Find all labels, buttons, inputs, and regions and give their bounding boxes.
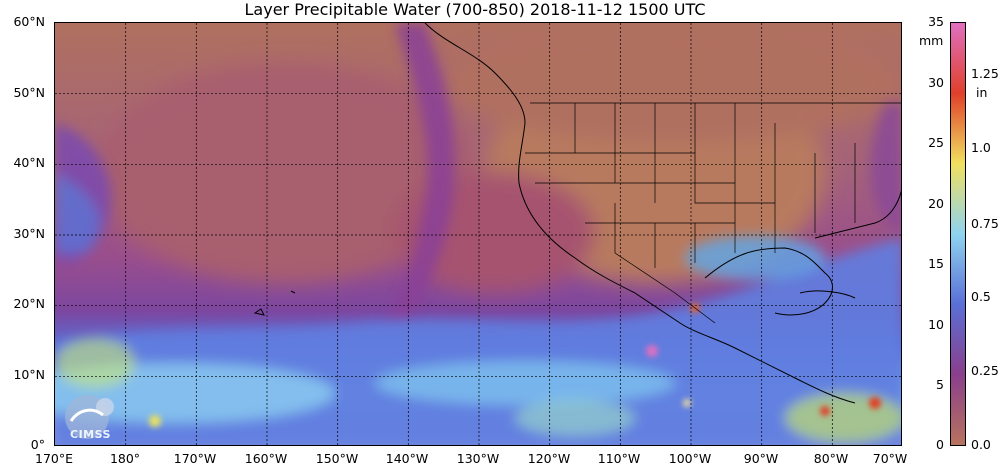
lon-label-160w: 160°W	[244, 451, 288, 466]
mm-tick-25: 25	[928, 135, 944, 150]
mm-tick-15: 15	[928, 256, 944, 271]
high-moisture-spots	[149, 303, 881, 427]
lon-label-170w: 170°W	[173, 451, 217, 466]
chart-title: Layer Precipitable Water (700-850) 2018-…	[244, 0, 706, 19]
in-tick-0-25: 0.25	[971, 363, 999, 378]
lat-label-0: 0°	[30, 437, 45, 452]
moisture-plumes	[55, 23, 901, 323]
in-tick-1-0: 1.0	[971, 140, 991, 155]
political-borders	[525, 102, 901, 324]
map-canvas	[55, 23, 901, 445]
mm-tick-20: 20	[928, 196, 944, 211]
lat-label-50: 50°N	[13, 85, 45, 100]
mm-tick-0: 0	[936, 437, 944, 452]
lon-label-130w: 130°W	[456, 451, 500, 466]
in-tick-0-75: 0.75	[971, 216, 999, 231]
in-tick-0-0: 0.0	[971, 437, 991, 452]
lon-label-170e: 170°E	[34, 451, 74, 466]
lat-label-30: 30°N	[13, 226, 45, 241]
lat-label-10: 10°N	[13, 367, 45, 382]
precipitable-water-map	[54, 22, 902, 446]
mm-tick-35: 35	[928, 14, 944, 29]
lon-label-90w: 90°W	[743, 451, 779, 466]
lon-label-70w: 70°W	[872, 451, 908, 466]
lat-label-40: 40°N	[13, 155, 45, 170]
mm-tick-30: 30	[928, 75, 944, 90]
lon-label-100w: 100°W	[668, 451, 712, 466]
lon-label-140w: 140°W	[385, 451, 429, 466]
coastlines	[253, 23, 901, 404]
mm-tick-5: 5	[936, 377, 944, 392]
colorbar	[950, 22, 966, 446]
lon-label-120w: 120°W	[527, 451, 571, 466]
graticule	[55, 23, 901, 445]
lon-label-80w: 80°W	[813, 451, 849, 466]
lat-label-60: 60°N	[13, 14, 45, 29]
lon-label-110w: 110°W	[597, 451, 641, 466]
in-tick-0-5: 0.5	[971, 289, 991, 304]
cimss-logo-text: CIMSS	[70, 428, 111, 441]
lon-label-150w: 150°W	[315, 451, 359, 466]
cimss-logo	[65, 395, 114, 439]
lat-label-20: 20°N	[13, 296, 45, 311]
colorbar-unit-mm: mm	[919, 33, 944, 48]
in-tick-1-25: 1.25	[971, 66, 999, 81]
colorbar-unit-in: in	[976, 85, 988, 100]
mm-tick-10: 10	[928, 317, 944, 332]
lon-label-180: 180°	[109, 451, 141, 466]
